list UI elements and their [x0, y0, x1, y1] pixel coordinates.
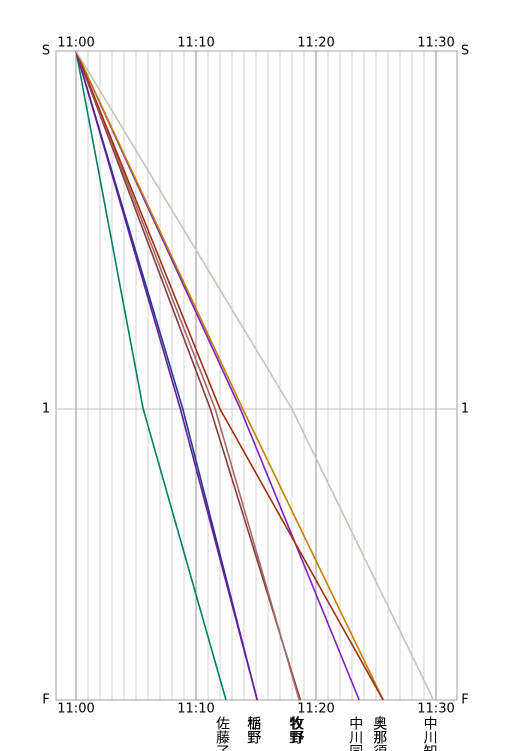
legend-label: 中川同 [347, 716, 363, 751]
legend-label: 牧野 [287, 716, 303, 744]
legend-label: 中川知 [422, 716, 438, 751]
stage-label: F [42, 693, 49, 708]
runner-line [75, 50, 258, 701]
x-tick-label: 11:10 [177, 702, 214, 717]
runner-line [75, 50, 302, 701]
x-tick-label: 11:20 [297, 36, 334, 51]
legend-label: 牧野 [288, 716, 304, 744]
stage-label: S [461, 44, 469, 59]
stage-label: 1 [42, 401, 50, 416]
legend-label: 佐藤了 [214, 716, 230, 751]
legend-label: 奥那須 [371, 715, 387, 751]
runner-line [75, 50, 258, 701]
runner-line [75, 50, 300, 701]
runner-line [75, 50, 435, 701]
legend-label: 稲野 [245, 716, 261, 744]
x-tick-label: 11:30 [417, 702, 454, 717]
x-tick-label: 11:00 [57, 36, 94, 51]
runner-line [75, 50, 384, 701]
stage-label: 1 [461, 401, 469, 416]
x-tick-label: 11:30 [417, 36, 454, 51]
x-tick-label: 11:00 [57, 702, 94, 717]
runner-line [75, 50, 360, 701]
x-tick-label: 11:10 [177, 36, 214, 51]
stage-label: F [461, 693, 468, 708]
legend-label: 栃野 [245, 716, 261, 744]
runner-line [75, 50, 227, 701]
x-tick-label: 11:20 [297, 702, 334, 717]
stage-label: S [42, 44, 50, 59]
legend-label: 奥那 [371, 715, 387, 745]
runner-line [75, 50, 384, 701]
